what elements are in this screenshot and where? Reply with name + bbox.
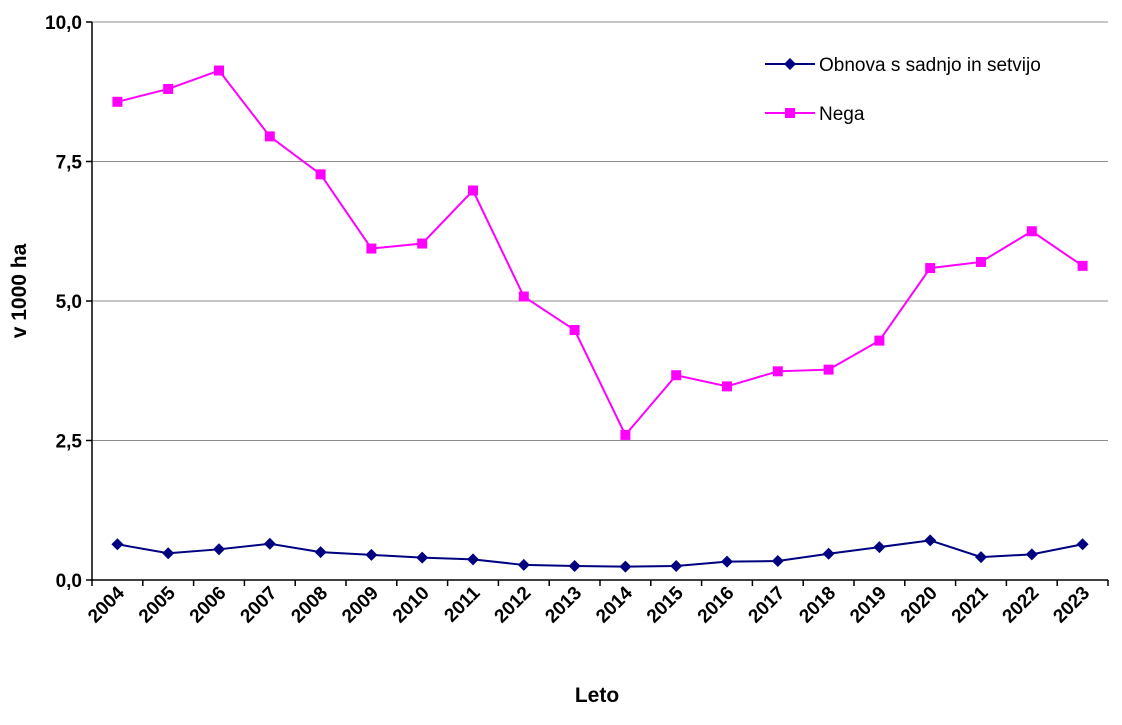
x-tick-label: 2018	[795, 583, 840, 628]
x-axis-title: Leto	[575, 684, 619, 707]
series-line	[117, 539, 1083, 568]
data-point	[517, 558, 530, 571]
data-point	[874, 335, 885, 346]
data-point	[467, 553, 479, 566]
x-tick-label: 2015	[643, 582, 688, 627]
data-point	[518, 291, 529, 302]
legend-marker-nega	[785, 108, 795, 118]
data-point	[214, 65, 224, 76]
x-tick-label: 2020	[897, 583, 942, 628]
data-point	[722, 381, 732, 392]
x-tick-label: 2011	[441, 582, 485, 626]
x-tick-label: 2023	[1049, 583, 1094, 628]
x-tick-label: 2017	[745, 583, 790, 628]
data-point	[619, 560, 632, 573]
x-tick-label: 2006	[186, 583, 231, 628]
series-1	[111, 534, 1089, 573]
data-point	[925, 263, 936, 274]
data-point	[771, 555, 784, 568]
data-point	[569, 325, 580, 336]
y-tick-label: 0,0	[56, 571, 82, 592]
data-point	[213, 543, 225, 556]
x-tick-label: 2016	[694, 583, 739, 628]
data-point	[163, 83, 174, 94]
data-point	[263, 537, 276, 550]
data-point	[314, 546, 327, 559]
data-point	[1026, 226, 1037, 237]
x-tick-label: 2010	[389, 583, 434, 628]
x-tick-label: 2022	[999, 583, 1044, 628]
series-layer	[111, 65, 1089, 573]
y-tick-label: 7,5	[56, 153, 83, 174]
data-point	[366, 243, 377, 254]
legend-item-obnova: Obnova s sadnjo in setvijo	[765, 55, 1041, 76]
y-axis-ticks: 0,0 2,5 5,0 7,5 10,0	[45, 13, 92, 592]
data-point	[924, 534, 937, 547]
legend-marker-obnova	[784, 58, 796, 70]
x-axis-ticks: 2004 2005 2006 2007 2008 2009 2010 2011 2012 2013…	[84, 580, 1109, 628]
data-point	[1076, 538, 1089, 551]
legend-label-obnova: Obnova s sadnjo in setvijo	[819, 55, 1041, 76]
data-point	[721, 555, 733, 568]
legend-item-nega: Nega	[765, 104, 865, 125]
x-tick-label: 2007	[237, 583, 282, 628]
x-tick-label: 2014	[592, 582, 637, 627]
y-axis-title: v 1000 ha	[8, 243, 31, 338]
data-point	[976, 256, 986, 267]
data-point	[111, 538, 124, 551]
data-point	[315, 169, 326, 180]
data-point	[670, 560, 683, 573]
x-tick-label: 2012	[491, 583, 536, 628]
data-point	[822, 547, 835, 560]
data-point	[417, 238, 428, 249]
data-point	[568, 560, 581, 573]
data-point	[264, 131, 275, 142]
y-tick-label: 2,5	[56, 432, 83, 453]
y-tick-label: 5,0	[56, 292, 82, 313]
x-tick-label: 2004	[84, 582, 129, 627]
series-2	[112, 65, 1088, 440]
data-point	[823, 364, 834, 375]
x-tick-label: 2019	[846, 583, 891, 628]
series-line	[117, 69, 1084, 437]
data-point	[873, 541, 886, 554]
gridlines	[92, 21, 1108, 441]
data-point	[416, 551, 429, 564]
x-tick-label: 2021	[948, 582, 993, 627]
data-point	[162, 547, 175, 560]
data-point	[671, 370, 682, 381]
data-point	[468, 185, 478, 196]
x-tick-label: 2009	[338, 583, 383, 628]
data-point	[975, 551, 987, 564]
legend-label-nega: Nega	[819, 104, 865, 125]
data-point	[365, 548, 378, 561]
x-tick-label: 2008	[287, 583, 332, 628]
data-point	[112, 96, 123, 107]
data-point	[1025, 548, 1038, 561]
x-tick-label: 2013	[541, 583, 586, 628]
data-point	[772, 366, 783, 377]
legend: Obnova s sadnjo in setvijo Nega	[765, 55, 1041, 125]
data-point	[1077, 260, 1088, 271]
data-point	[620, 429, 631, 440]
x-tick-label: 2005	[135, 582, 180, 627]
y-tick-label: 10,0	[45, 13, 82, 34]
